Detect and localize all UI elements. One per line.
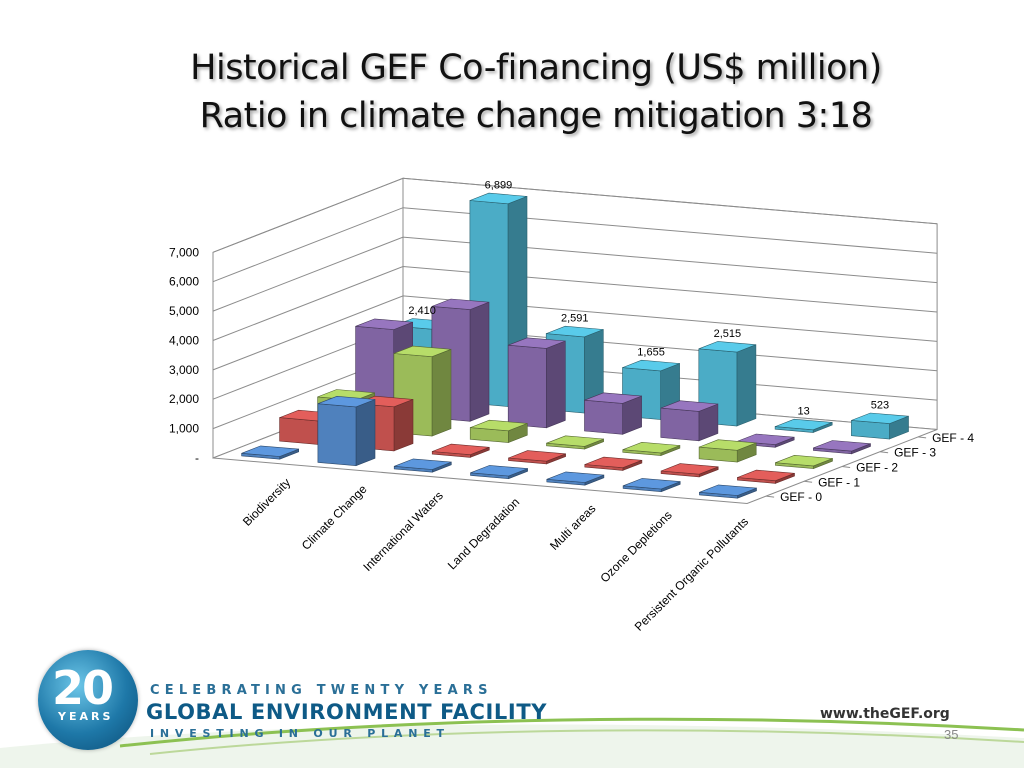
bar-gef-0-multi-areas (546, 471, 605, 486)
website-link[interactable]: www.theGEF.org (820, 706, 950, 722)
bar-gef-2-international-waters (469, 419, 528, 444)
data-label: 2,410 (408, 305, 436, 317)
depth-tick (918, 436, 927, 439)
tagline-text: INVESTING IN OUR PLANET (150, 727, 450, 740)
data-label: 2,591 (561, 313, 589, 325)
bar-gef-3-international-waters (507, 337, 566, 429)
gridline (212, 177, 938, 253)
series-label-gef-3: GEF - 3 (894, 446, 936, 460)
y-tick-label: 6,000 (169, 275, 199, 289)
depth-tick (804, 480, 813, 483)
depth-tick (766, 495, 775, 498)
bar-gef-0-climate-change (317, 395, 376, 467)
y-tick-label: 2,000 (169, 392, 199, 406)
bar-gef-2-persistent-organic-pollutants (775, 454, 833, 470)
bar-gef-3-persistent-organic-pollutants (813, 440, 871, 455)
logo-number: 20 (52, 661, 114, 715)
depth-tick (880, 451, 889, 454)
gridline (212, 265, 938, 341)
y-tick-label: 5,000 (169, 304, 199, 318)
bar-gef-3-multi-areas (660, 400, 719, 442)
data-label: 2,515 (714, 328, 742, 340)
bar-gef-0-land-degradation (470, 465, 528, 480)
gridline (212, 295, 938, 371)
y-tick-label: 3,000 (169, 363, 199, 377)
bar-gef-0-biodiversity (241, 445, 300, 460)
series-label-gef-2: GEF - 2 (856, 461, 898, 475)
organization-name: GLOBAL ENVIRONMENT FACILITY (146, 700, 548, 724)
bar-gef-4-persistent-organic-pollutants (851, 412, 909, 440)
bar-gef-4-ozone-depletions (774, 418, 833, 433)
bar-gef-0-international-waters (393, 458, 452, 473)
data-label: 6,899 (485, 179, 513, 191)
celebrating-text: CELEBRATING TWENTY YEARS (150, 683, 493, 698)
bar-gef-0-persistent-organic-pollutants (699, 484, 757, 499)
depth-tick (842, 466, 851, 468)
title-line-2: Ratio in climate change mitigation 3:18 (199, 96, 873, 136)
gridline (212, 207, 938, 283)
bar-gef-2-multi-areas (622, 441, 681, 457)
bar-gef-1-multi-areas (584, 456, 643, 471)
page-number: 35 (944, 727, 959, 742)
data-label: 1,655 (637, 347, 665, 359)
bar-gef-1-persistent-organic-pollutants (737, 469, 795, 484)
series-label-gef-0: GEF - 0 (780, 490, 822, 504)
bar-gef-2-land-degradation (546, 435, 604, 450)
gef-20-years-logo (38, 650, 138, 750)
slide-title: Historical GEF Co-financing (US$ million… (0, 44, 1024, 140)
y-tick-label: 1,000 (169, 422, 199, 436)
y-tick-label: - (195, 451, 199, 465)
y-tick-label: 7,000 (169, 245, 199, 259)
series-label-gef-4: GEF - 4 (932, 431, 974, 445)
data-label: 13 (798, 406, 810, 418)
bar-gef-1-ozone-depletions (660, 463, 719, 478)
gridline (212, 236, 938, 312)
bar-gef-2-ozone-depletions (698, 439, 757, 463)
title-line-1: Historical GEF Co-financing (US$ million… (190, 48, 882, 88)
bar-gef-3-land-degradation (584, 392, 642, 435)
series-label-gef-1: GEF - 1 (818, 475, 860, 489)
bar-gef-1-international-waters (431, 443, 490, 458)
logo-years-text: YEARS (58, 710, 114, 723)
bar-gef-0-ozone-depletions (622, 478, 681, 493)
co-financing-3d-bar-chart: - 1,000 2,000 3,000 4,000 5,000 6,000 7,000 2,41… (169, 177, 974, 634)
data-label: 523 (871, 399, 889, 411)
y-tick-label: 4,000 (169, 333, 199, 347)
bar-gef-1-land-degradation (508, 450, 566, 465)
